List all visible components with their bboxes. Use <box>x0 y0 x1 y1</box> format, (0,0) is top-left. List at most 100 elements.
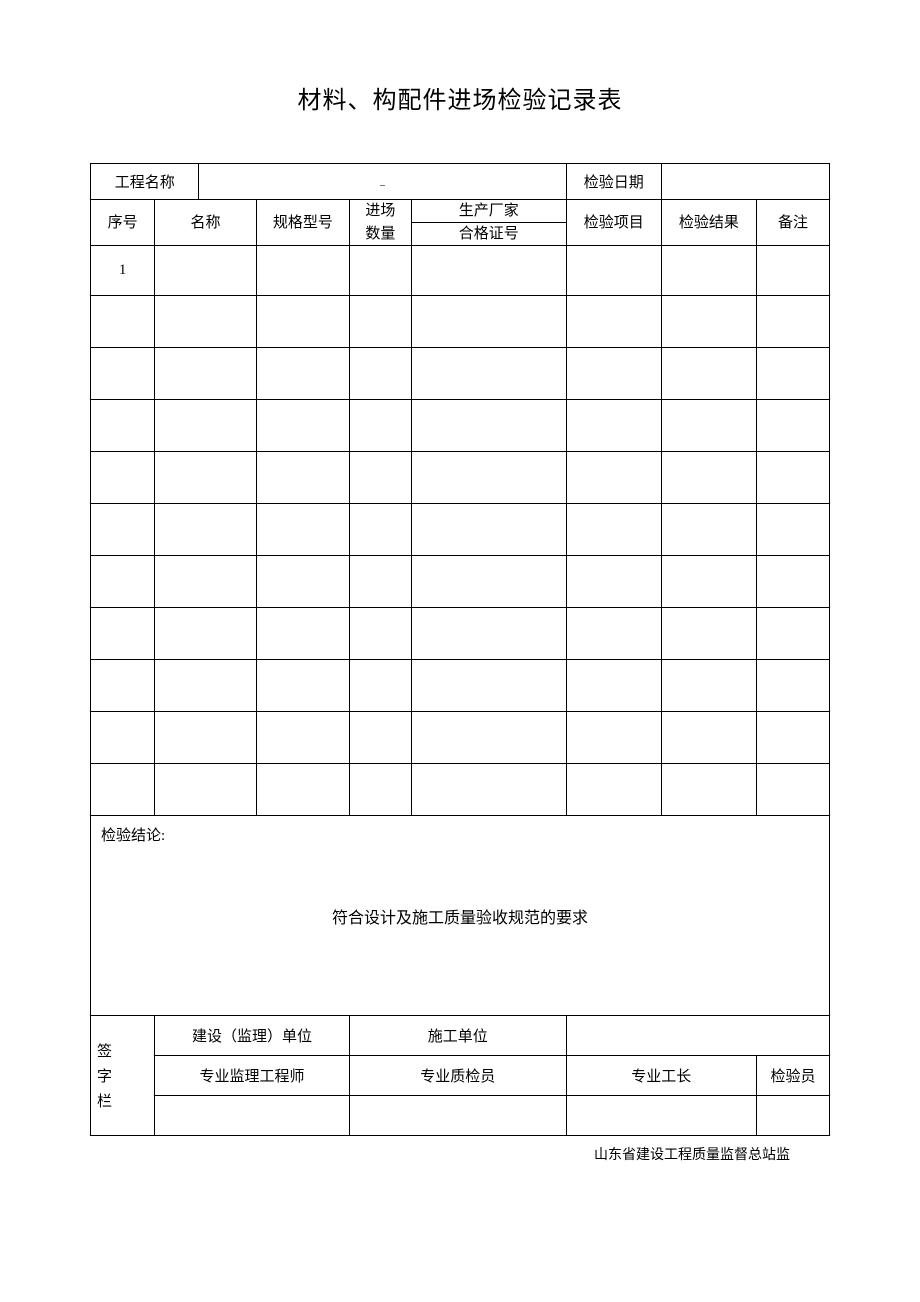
table-row <box>91 660 830 712</box>
cell-remark <box>756 452 829 504</box>
cell-name <box>155 452 257 504</box>
table-row <box>91 400 830 452</box>
cell-spec <box>256 296 349 348</box>
cell-mfr <box>411 400 566 452</box>
cell-seq: 1 <box>91 246 155 296</box>
cell-name <box>155 504 257 556</box>
cell-item <box>566 712 661 764</box>
cell-remark <box>756 608 829 660</box>
cell-name <box>155 556 257 608</box>
cell-spec <box>256 712 349 764</box>
cell-spec <box>256 660 349 712</box>
column-header-row-1: 序号 名称 规格型号 进场 生产厂家 检验项目 检验结果 备注 <box>91 200 830 223</box>
cell-mfr <box>411 608 566 660</box>
cell-result <box>661 296 756 348</box>
cell-item <box>566 608 661 660</box>
cell-result <box>661 400 756 452</box>
conclusion-cell: 检验结论: 符合设计及施工质量验收规范的要求 <box>91 816 830 1016</box>
cell-seq <box>91 452 155 504</box>
document-title: 材料、构配件进场检验记录表 <box>90 80 830 115</box>
inspection-date-value <box>661 164 829 200</box>
cell-seq <box>91 348 155 400</box>
col-header-qty-1: 进场 <box>349 200 411 223</box>
cell-mfr <box>411 764 566 816</box>
cell-spec <box>256 556 349 608</box>
cell-item <box>566 400 661 452</box>
cell-item <box>566 348 661 400</box>
cell-seq <box>91 608 155 660</box>
col-header-seq: 序号 <box>91 200 155 246</box>
cell-remark <box>756 400 829 452</box>
cell-result <box>661 556 756 608</box>
conclusion-row: 检验结论: 符合设计及施工质量验收规范的要求 <box>91 816 830 1016</box>
cell-qty <box>349 348 411 400</box>
cell-seq <box>91 764 155 816</box>
conclusion-label: 检验结论: <box>101 828 165 844</box>
cell-result <box>661 504 756 556</box>
cell-name <box>155 246 257 296</box>
cell-spec <box>256 608 349 660</box>
cell-item <box>566 246 661 296</box>
cell-qty <box>349 556 411 608</box>
cell-mfr <box>411 660 566 712</box>
cell-remark <box>756 712 829 764</box>
cell-mfr <box>411 712 566 764</box>
cell-result <box>661 246 756 296</box>
cell-name <box>155 400 257 452</box>
table-row <box>91 556 830 608</box>
cell-name <box>155 712 257 764</box>
col-header-manufacturer: 生产厂家 <box>411 200 566 223</box>
table-row <box>91 712 830 764</box>
cell-mfr <box>411 246 566 296</box>
signature-section-label-text: 签字栏 <box>93 1033 114 1118</box>
cell-remark <box>756 660 829 712</box>
col-header-inspect-result: 检验结果 <box>661 200 756 246</box>
inspection-record-table: 工程名称 _ 检验日期 序号 名称 规格型号 进场 生产厂家 检验项目 检验结果… <box>90 163 830 1136</box>
col-header-name: 名称 <box>155 200 257 246</box>
cell-remark <box>756 504 829 556</box>
signature-section-label: 签字栏 <box>91 1016 155 1136</box>
cell-qty <box>349 608 411 660</box>
cell-result <box>661 660 756 712</box>
signature-blank-top <box>566 1016 829 1056</box>
cell-spec <box>256 400 349 452</box>
cell-result <box>661 608 756 660</box>
cell-seq <box>91 556 155 608</box>
foreman-label: 专业工长 <box>566 1056 756 1096</box>
cell-item <box>566 660 661 712</box>
cell-spec <box>256 246 349 296</box>
table-row <box>91 452 830 504</box>
table-row <box>91 764 830 816</box>
table-row: 1 <box>91 246 830 296</box>
cell-remark <box>756 764 829 816</box>
inspector-value <box>756 1096 829 1136</box>
cell-item <box>566 556 661 608</box>
col-header-qty-2: 数量 <box>349 223 411 246</box>
signature-role-row: 专业监理工程师 专业质检员 专业工长 检验员 <box>91 1056 830 1096</box>
table-row <box>91 504 830 556</box>
cell-qty <box>349 452 411 504</box>
project-info-row: 工程名称 _ 检验日期 <box>91 164 830 200</box>
cell-qty <box>349 246 411 296</box>
cell-item <box>566 504 661 556</box>
col-header-inspect-item: 检验项目 <box>566 200 661 246</box>
foreman-value <box>566 1096 756 1136</box>
cell-qty <box>349 296 411 348</box>
cell-item <box>566 764 661 816</box>
supervision-engineer-value <box>155 1096 350 1136</box>
cell-name <box>155 660 257 712</box>
col-header-cert-no: 合格证号 <box>411 223 566 246</box>
cell-item <box>566 296 661 348</box>
cell-remark <box>756 296 829 348</box>
cell-name <box>155 348 257 400</box>
cell-name <box>155 764 257 816</box>
cell-qty <box>349 660 411 712</box>
cell-result <box>661 348 756 400</box>
cell-remark <box>756 246 829 296</box>
table-row <box>91 348 830 400</box>
cell-spec <box>256 764 349 816</box>
quality-inspector-value <box>349 1096 566 1136</box>
cell-seq <box>91 504 155 556</box>
footer-note: 山东省建设工程质量监督总站监 <box>90 1144 830 1164</box>
table-row <box>91 608 830 660</box>
